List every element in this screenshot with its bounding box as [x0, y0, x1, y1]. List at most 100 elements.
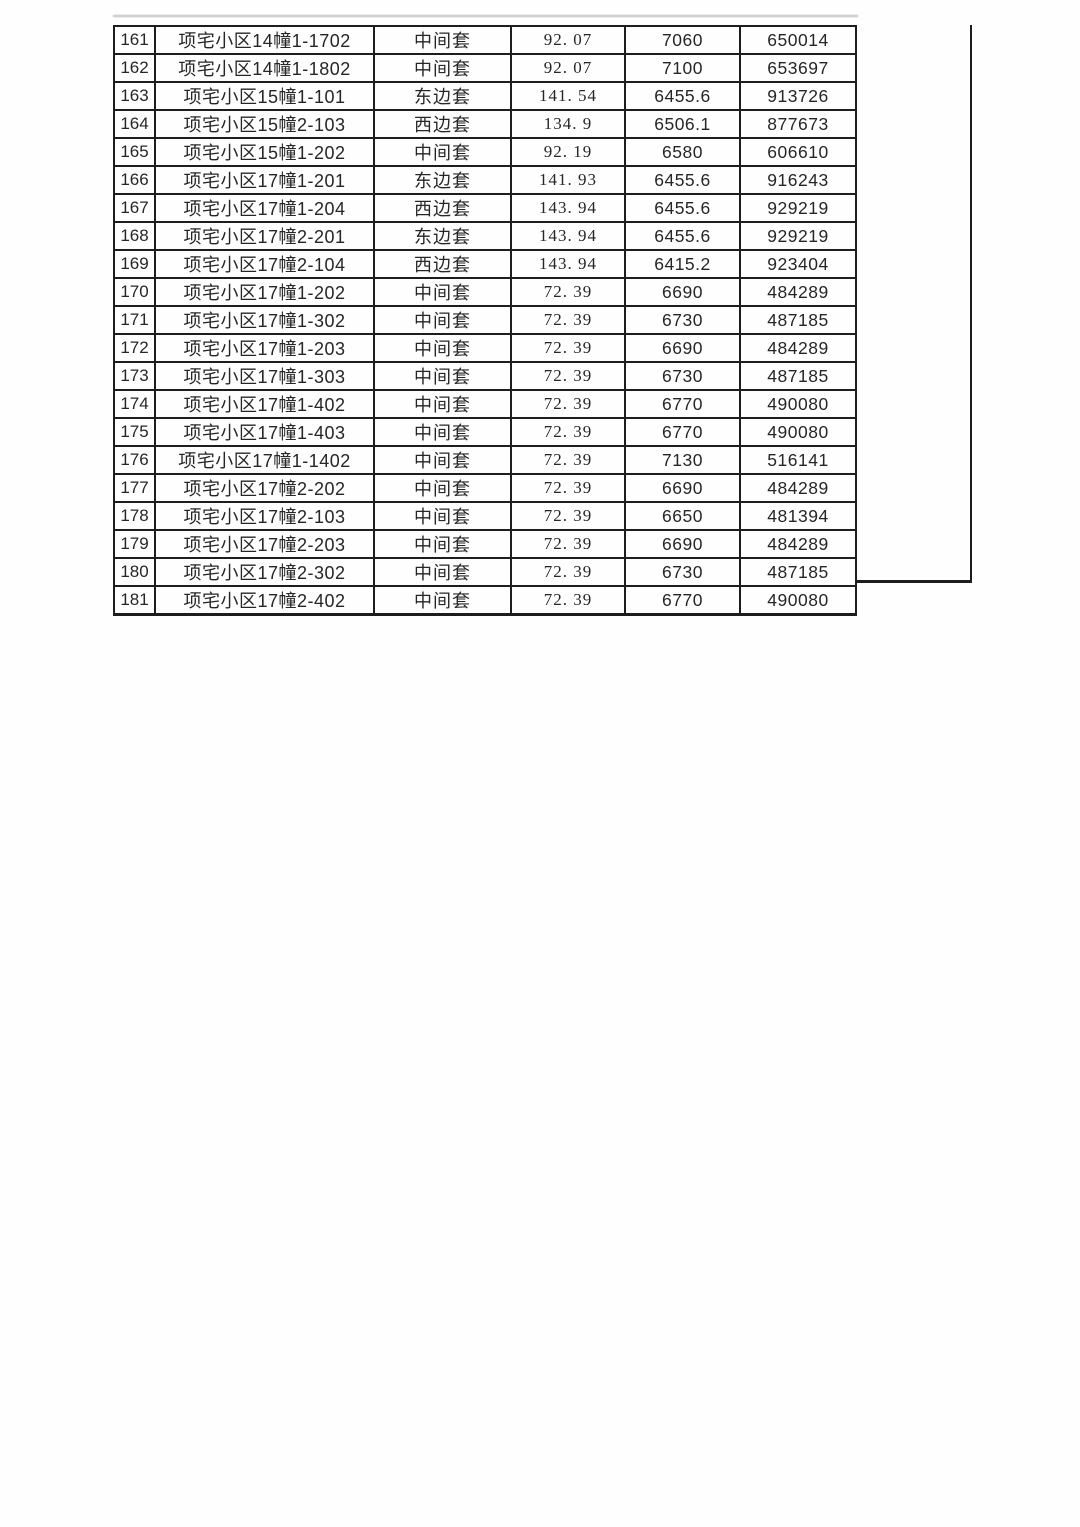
cell-row-number: 169: [113, 249, 156, 279]
cell-unit-price: 6770: [624, 417, 741, 447]
cell-row-number: 164: [113, 109, 156, 139]
cell-area: 72. 39: [510, 557, 626, 587]
cell-unit-name: 项宅小区17幢2-302: [154, 557, 375, 587]
table-row: 167 项宅小区17幢1-204 西边套 143. 94 6455.6 929219: [113, 193, 857, 223]
cell-total-price: 484289: [739, 473, 857, 503]
cell-total-price: 923404: [739, 249, 857, 279]
cell-unit-price: 6730: [624, 305, 741, 335]
table-row: 168 项宅小区17幢2-201 东边套 143. 94 6455.6 929219: [113, 221, 857, 251]
cell-row-number: 173: [113, 361, 156, 391]
table-row: 177 项宅小区17幢2-202 中间套 72. 39 6690 484289: [113, 473, 857, 503]
cell-total-price: 487185: [739, 305, 857, 335]
cell-area: 72. 39: [510, 333, 626, 363]
cell-unit-price: 6690: [624, 529, 741, 559]
cell-area: 72. 39: [510, 305, 626, 335]
cell-unit-price: 6455.6: [624, 81, 741, 111]
cell-unit-name: 项宅小区17幢1-203: [154, 333, 375, 363]
cell-unit-type: 中间套: [373, 389, 512, 419]
cell-area: 72. 39: [510, 445, 626, 475]
table-row: 174 项宅小区17幢1-402 中间套 72. 39 6770 490080: [113, 389, 857, 419]
table-row: 161 项宅小区14幢1-1702 中间套 92. 07 7060 650014: [113, 25, 857, 55]
cell-unit-price: 6690: [624, 277, 741, 307]
cell-area: 72. 39: [510, 501, 626, 531]
cell-area: 72. 39: [510, 277, 626, 307]
cell-total-price: 481394: [739, 501, 857, 531]
table-row: 165 项宅小区15幢1-202 中间套 92. 19 6580 606610: [113, 137, 857, 167]
cell-unit-name: 项宅小区17幢1-402: [154, 389, 375, 419]
table-row: 176 项宅小区17幢1-1402 中间套 72. 39 7130 516141: [113, 445, 857, 475]
table-row: 180 项宅小区17幢2-302 中间套 72. 39 6730 487185: [113, 557, 857, 587]
cell-unit-name: 项宅小区17幢2-203: [154, 529, 375, 559]
cell-row-number: 177: [113, 473, 156, 503]
cell-total-price: 929219: [739, 221, 857, 251]
cell-unit-type: 中间套: [373, 53, 512, 83]
cell-row-number: 166: [113, 165, 156, 195]
cell-area: 141. 93: [510, 165, 626, 195]
cell-unit-type: 中间套: [373, 361, 512, 391]
cell-total-price: 929219: [739, 193, 857, 223]
cell-row-number: 178: [113, 501, 156, 531]
cell-unit-name: 项宅小区17幢2-201: [154, 221, 375, 251]
cell-total-price: 484289: [739, 529, 857, 559]
cell-unit-type: 东边套: [373, 221, 512, 251]
cell-row-number: 167: [113, 193, 156, 223]
cell-unit-type: 中间套: [373, 305, 512, 335]
cell-unit-type: 中间套: [373, 529, 512, 559]
cell-row-number: 171: [113, 305, 156, 335]
cell-unit-name: 项宅小区14幢1-1702: [154, 25, 375, 55]
table-body: 161 项宅小区14幢1-1702 中间套 92. 07 7060 650014 162 项宅…: [113, 25, 857, 616]
cell-total-price: 516141: [739, 445, 857, 475]
cell-unit-price: 6730: [624, 557, 741, 587]
cell-unit-type: 东边套: [373, 165, 512, 195]
cell-unit-price: 6455.6: [624, 165, 741, 195]
cell-unit-name: 项宅小区17幢2-104: [154, 249, 375, 279]
cell-total-price: 484289: [739, 333, 857, 363]
cell-unit-name: 项宅小区17幢1-201: [154, 165, 375, 195]
cell-unit-name: 项宅小区17幢1-1402: [154, 445, 375, 475]
cell-total-price: 484289: [739, 277, 857, 307]
cutoff-previous-row-line: [113, 15, 858, 17]
cell-total-price: 916243: [739, 165, 857, 195]
cell-unit-type: 西边套: [373, 193, 512, 223]
cell-unit-price: 6455.6: [624, 193, 741, 223]
cell-unit-type: 中间套: [373, 333, 512, 363]
cell-unit-price: 7130: [624, 445, 741, 475]
cell-row-number: 181: [113, 585, 156, 616]
cell-area: 143. 94: [510, 249, 626, 279]
cell-row-number: 163: [113, 81, 156, 111]
table-row: 181 项宅小区17幢2-402 中间套 72. 39 6770 490080: [113, 585, 857, 616]
cell-unit-type: 西边套: [373, 249, 512, 279]
cell-area: 72. 39: [510, 361, 626, 391]
table-row: 169 项宅小区17幢2-104 西边套 143. 94 6415.2 923404: [113, 249, 857, 279]
cell-total-price: 913726: [739, 81, 857, 111]
cell-unit-name: 项宅小区15幢1-202: [154, 137, 375, 167]
cell-row-number: 174: [113, 389, 156, 419]
cell-area: 141. 54: [510, 81, 626, 111]
cell-total-price: 650014: [739, 25, 857, 55]
cell-area: 92. 07: [510, 25, 626, 55]
cell-area: 92. 19: [510, 137, 626, 167]
cell-unit-price: 6506.1: [624, 109, 741, 139]
cell-row-number: 179: [113, 529, 156, 559]
cell-row-number: 172: [113, 333, 156, 363]
cell-unit-price: 6580: [624, 137, 741, 167]
cell-row-number: 162: [113, 53, 156, 83]
cell-unit-price: 6690: [624, 473, 741, 503]
cell-area: 72. 39: [510, 473, 626, 503]
cell-total-price: 490080: [739, 389, 857, 419]
cell-unit-price: 6730: [624, 361, 741, 391]
cell-unit-name: 项宅小区15幢1-101: [154, 81, 375, 111]
cell-unit-type: 东边套: [373, 81, 512, 111]
table-row: 179 项宅小区17幢2-203 中间套 72. 39 6690 484289: [113, 529, 857, 559]
cell-unit-price: 6415.2: [624, 249, 741, 279]
cell-unit-name: 项宅小区17幢1-204: [154, 193, 375, 223]
cell-unit-price: 6650: [624, 501, 741, 531]
cell-unit-price: 7100: [624, 53, 741, 83]
cell-total-price: 877673: [739, 109, 857, 139]
cell-area: 72. 39: [510, 389, 626, 419]
table-row: 170 项宅小区17幢1-202 中间套 72. 39 6690 484289: [113, 277, 857, 307]
cell-unit-name: 项宅小区17幢1-303: [154, 361, 375, 391]
empty-right-column-cell: [855, 25, 972, 583]
cell-unit-type: 中间套: [373, 417, 512, 447]
